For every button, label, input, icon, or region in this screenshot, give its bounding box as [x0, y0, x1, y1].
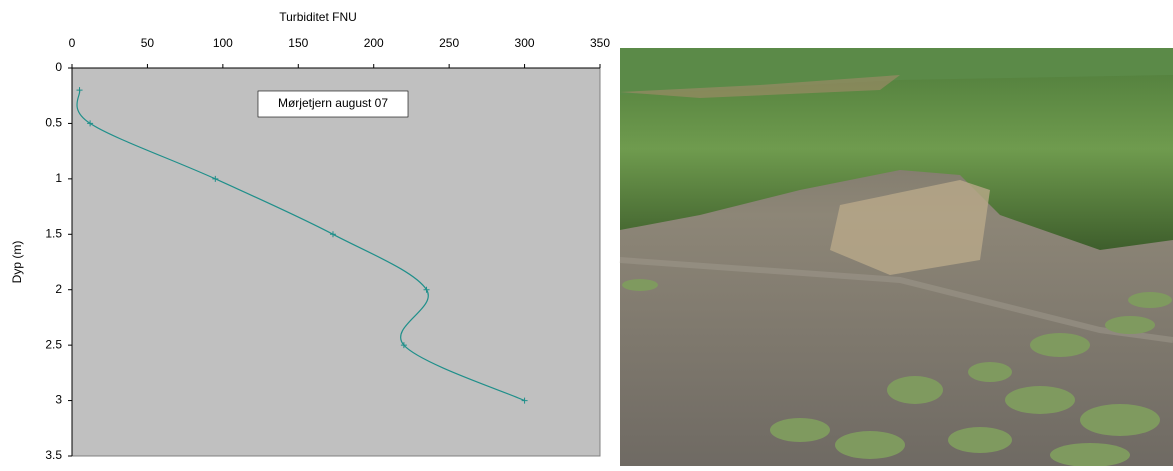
annotation-box [257, 90, 409, 118]
y-tick-label: 2.5 [45, 337, 62, 351]
y-tick-label: 3 [55, 393, 62, 407]
annotation: Mørjetjern august 07 [278, 96, 388, 110]
lily-pads [622, 279, 1172, 467]
y-tick-label: 0 [55, 60, 62, 74]
x-tick-label: 50 [141, 36, 155, 50]
x-tick-label: 300 [515, 36, 535, 50]
x-tick-label: 250 [439, 36, 459, 50]
marker [521, 397, 528, 404]
y-axis-title: Dyp (m) [10, 241, 24, 284]
y-tick-label: 1 [55, 171, 62, 185]
marker [423, 286, 430, 293]
marker [212, 175, 219, 182]
y-tick-label: 0.5 [45, 116, 62, 130]
x-axis-title: Turbiditet FNU [279, 10, 357, 24]
marker [329, 231, 336, 238]
x-tick-label: 0 [69, 36, 76, 50]
y-tick-label: 3.5 [45, 448, 62, 462]
y-tick-label: 2 [55, 282, 62, 296]
reflection [619, 257, 1173, 343]
photo [619, 48, 1173, 467]
vegetation [620, 48, 1173, 250]
marker [400, 342, 407, 349]
reeds [620, 75, 900, 98]
x-tick-label: 100 [213, 36, 233, 50]
marker [76, 87, 83, 94]
sand [830, 180, 990, 275]
y-tick-label: 1.5 [45, 226, 62, 240]
marker [87, 120, 94, 127]
x-tick-label: 350 [590, 36, 610, 50]
trees [620, 48, 1173, 95]
plot-area [71, 67, 601, 457]
x-tick-label: 150 [288, 36, 308, 50]
x-tick-label: 200 [364, 36, 384, 50]
